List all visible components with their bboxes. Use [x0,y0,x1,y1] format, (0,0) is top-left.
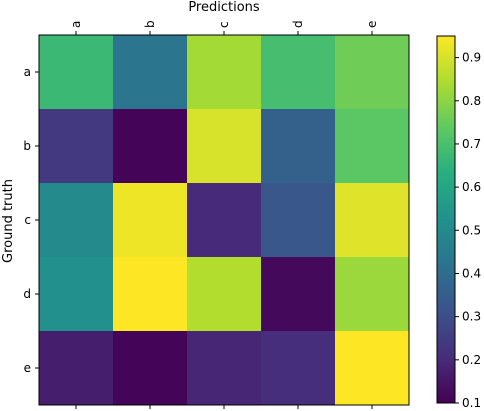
y-axis-label: Ground truth [1,179,16,263]
heatmap-cell-d-c [187,257,262,332]
y-tick-label: a [24,65,31,79]
heatmap-cell-a-b [113,35,188,110]
heatmap-cell-e-b [113,331,188,406]
heatmap-cell-c-b [113,183,188,258]
colorbar-tick-label: 0.6 [462,180,481,194]
x-ticks: a b c d e [69,20,379,409]
heatmap-cell-c-c [187,183,262,258]
x-axis-label: Predictions [188,0,260,15]
heatmap-cell-b-d [261,109,336,184]
heatmap-cell-c-a [39,183,114,258]
heatmap-cell-a-d [261,35,336,110]
colorbar-tick-label: 0.4 [462,266,481,280]
y-tick-label: d [23,287,31,301]
y-tick-label: c [24,213,31,227]
colorbar-tick-label: 0.9 [462,51,481,65]
heatmap-cell-c-d [261,183,336,258]
heatmap-cell-d-e [335,257,410,332]
heatmap-cell-e-e [335,331,410,406]
heatmap-cell-e-d [261,331,336,406]
heatmap-cell-e-a [39,331,114,406]
heatmap-cell-d-d [261,257,336,332]
x-tick-label: e [365,21,379,28]
colorbar-tick-label: 0.5 [462,223,481,237]
y-tick-label: b [23,139,31,153]
colorbar [436,35,456,404]
heatmap-cell-b-c [187,109,262,184]
heatmap-cell-d-a [39,257,114,332]
heatmap-cell-a-e [335,35,410,110]
x-tick-label: a [69,21,83,28]
heatmap-cell-d-b [113,257,188,332]
colorbar-tick-label: 0.3 [462,310,481,324]
heatmap-cell-b-a [39,109,114,184]
heatmap-cells [39,35,410,406]
x-tick-label: d [291,20,305,28]
y-ticks: a b c d e [23,65,39,375]
y-tick-label: e [24,361,31,375]
heatmap-cell-c-e [335,183,410,258]
heatmap-cell-a-c [187,35,262,110]
colorbar-tick-label: 0.2 [462,353,481,367]
heatmap-cell-a-a [39,35,114,110]
colorbar-tick-label: 0.7 [462,137,481,151]
colorbar-tick-label: 0.8 [462,94,481,108]
x-tick-label: b [143,20,157,28]
heatmap-cell-b-e [335,109,410,184]
colorbar-tick-label: 0.1 [462,396,481,410]
heatmap-cell-e-c [187,331,262,406]
colorbar-ticks: 0.1 0.2 0.3 0.4 0.5 0.6 0.7 0.8 0.9 [455,51,481,410]
heatmap-cell-b-b [113,109,188,184]
x-tick-label: c [217,21,231,28]
